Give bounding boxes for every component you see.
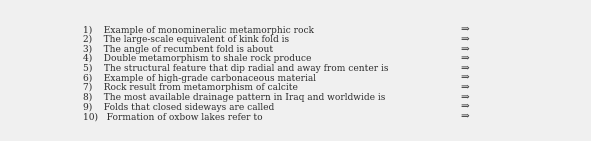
Text: ⇒: ⇒ <box>461 93 470 102</box>
Text: 7)    Rock result from metamorphism of calcite: 7) Rock result from metamorphism of calc… <box>83 83 298 92</box>
Text: 4)    Double metamorphism to shale rock produce: 4) Double metamorphism to shale rock pro… <box>83 54 311 63</box>
Text: ⇒: ⇒ <box>461 54 470 63</box>
Text: ⇒: ⇒ <box>461 112 470 121</box>
Text: 8)    The most available drainage pattern in Iraq and worldwide is: 8) The most available drainage pattern i… <box>83 93 385 102</box>
Text: 1)    Example of monomineralic metamorphic rock: 1) Example of monomineralic metamorphic … <box>83 25 314 35</box>
Text: ⇒: ⇒ <box>461 103 470 112</box>
Text: ⇒: ⇒ <box>461 45 470 54</box>
Text: ⇒: ⇒ <box>461 83 470 92</box>
Text: 2)    The large-scale equivalent of kink fold is: 2) The large-scale equivalent of kink fo… <box>83 35 289 44</box>
Text: ⇒: ⇒ <box>461 64 470 73</box>
Text: 10)   Formation of oxbow lakes refer to: 10) Formation of oxbow lakes refer to <box>83 112 262 121</box>
Text: ⇒: ⇒ <box>461 25 470 34</box>
Text: 6)    Example of high-grade carbonaceous material: 6) Example of high-grade carbonaceous ma… <box>83 74 316 83</box>
Text: 3)    The angle of recumbent fold is about: 3) The angle of recumbent fold is about <box>83 45 273 54</box>
Text: 5)    The structural feature that dip radial and away from center is: 5) The structural feature that dip radia… <box>83 64 388 73</box>
Text: ⇒: ⇒ <box>461 74 470 83</box>
Text: ⇒: ⇒ <box>461 35 470 44</box>
Text: 9)    Folds that closed sideways are called: 9) Folds that closed sideways are called <box>83 103 274 112</box>
